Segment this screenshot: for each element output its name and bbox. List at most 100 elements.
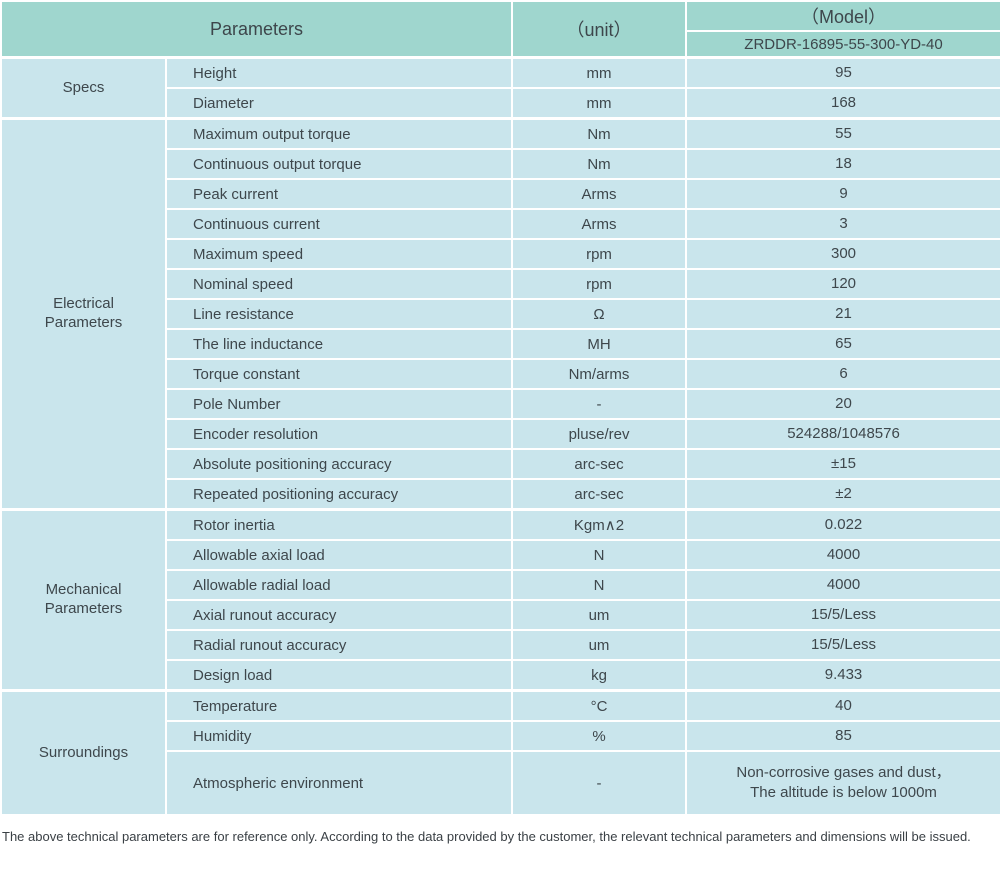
unit-cell: mm [511,87,688,120]
table-row: Repeated positioning accuracy arc-sec ±2 [1,478,1000,511]
param-cell: Pole Number [164,388,514,420]
param-cell: Continuous output torque [164,148,514,180]
param-cell: Allowable axial load [164,539,514,571]
value-cell: ±2 [685,478,1000,511]
unit-cell: - [511,750,688,816]
param-cell: Atmospheric environment [164,750,514,816]
table-row: Torque constant Nm/arms 6 [1,358,1000,390]
header-unit: （unit） [511,0,688,59]
param-cell: Rotor inertia [164,508,514,541]
unit-cell: Nm [511,148,688,180]
param-cell: Design load [164,659,514,692]
unit-cell: N [511,539,688,571]
unit-cell: kg [511,659,688,692]
table-row: Nominal speed rpm 120 [1,268,1000,300]
unit-cell: Arms [511,178,688,210]
value-cell: 524288/1048576 [685,418,1000,450]
value-cell: 65 [685,328,1000,360]
value-cell: 9 [685,178,1000,210]
table-row: Pole Number - 20 [1,388,1000,420]
param-cell: Diameter [164,87,514,120]
unit-cell: arc-sec [511,448,688,480]
value-cell: Non-corrosive gases and dust， The altitu… [685,750,1000,816]
parameters-table: Parameters （unit） （Model） ZRDDR-16895-55… [0,0,1000,816]
table-row: Electrical Parameters Maximum output tor… [0,117,1000,511]
table-row: Line resistance Ω 21 [1,298,1000,330]
unit-cell: Kgm∧2 [511,508,688,541]
section-cell-specs: Specs [0,56,167,120]
table-row: The line inductance MH 65 [1,328,1000,360]
table-row: Axial runout accuracy um 15/5/Less [1,599,1000,631]
value-cell: 4000 [685,539,1000,571]
unit-cell: % [511,720,688,752]
param-cell: Line resistance [164,298,514,330]
table-row: Allowable radial load N 4000 [1,569,1000,601]
table-row: Humidity % 85 [1,720,1000,752]
table-row: Mechanical Parameters Rotor inertia Kgm∧… [0,508,1000,692]
table-row: Allowable axial load N 4000 [1,539,1000,571]
table-row: Maximum speed rpm 300 [1,238,1000,270]
footer-disclaimer: The above technical parameters are for r… [2,829,971,844]
value-cell: 95 [685,56,1000,89]
param-cell: Temperature [164,689,514,722]
table-row: Atmospheric environment - Non-corrosive … [1,750,1000,816]
unit-cell: Ω [511,298,688,330]
value-cell: 4000 [685,569,1000,601]
unit-cell: pluse/rev [511,418,688,450]
param-cell: Continuous current [164,208,514,240]
unit-cell: °C [511,689,688,722]
unit-cell: mm [511,56,688,89]
value-cell: 9.433 [685,659,1000,692]
value-cell: 168 [685,87,1000,120]
value-cell: 18 [685,148,1000,180]
unit-cell: Arms [511,208,688,240]
header-model-value: ZRDDR-16895-55-300-YD-40 [685,30,1000,59]
table-row: Design load kg 9.433 [1,659,1000,692]
section-cell-mechanical: Mechanical Parameters [0,508,167,692]
spec-sheet: Parameters （unit） （Model） ZRDDR-16895-55… [0,0,1000,844]
header-row-1: Parameters （unit） （Model） [0,0,1000,59]
value-cell: 6 [685,358,1000,390]
value-cell: 15/5/Less [685,629,1000,661]
table-row: Surroundings Temperature °C 40 [0,689,1000,816]
unit-cell: Nm/arms [511,358,688,390]
param-cell: Maximum speed [164,238,514,270]
value-cell: 21 [685,298,1000,330]
unit-cell: N [511,569,688,601]
value-cell: 0.022 [685,508,1000,541]
section-cell-electrical: Electrical Parameters [0,117,167,511]
unit-cell: um [511,599,688,631]
table-row: Absolute positioning accuracy arc-sec ±1… [1,448,1000,480]
value-cell: 20 [685,388,1000,420]
table-row: Continuous output torque Nm 18 [1,148,1000,180]
table-row: Peak current Arms 9 [1,178,1000,210]
unit-cell: rpm [511,238,688,270]
unit-cell: arc-sec [511,478,688,511]
param-cell: Absolute positioning accuracy [164,448,514,480]
table-row: Diameter mm 168 [1,87,1000,120]
param-cell: Height [164,56,514,89]
header-parameters: Parameters [0,0,514,59]
value-cell: 300 [685,238,1000,270]
value-cell: ±15 [685,448,1000,480]
param-cell: Allowable radial load [164,569,514,601]
unit-cell: MH [511,328,688,360]
param-cell: Maximum output torque [164,117,514,150]
unit-cell: um [511,629,688,661]
table-row: Encoder resolution pluse/rev 524288/1048… [1,418,1000,450]
param-cell: Peak current [164,178,514,210]
param-cell: Repeated positioning accuracy [164,478,514,511]
value-cell: 15/5/Less [685,599,1000,631]
unit-cell: - [511,388,688,420]
section-cell-surroundings: Surroundings [0,689,167,816]
header-model: （Model） [685,0,1000,32]
value-cell: 40 [685,689,1000,722]
param-cell: Encoder resolution [164,418,514,450]
param-cell: Axial runout accuracy [164,599,514,631]
param-cell: Humidity [164,720,514,752]
value-cell: 120 [685,268,1000,300]
unit-cell: Nm [511,117,688,150]
header-row-2: ZRDDR-16895-55-300-YD-40 [1,30,1000,59]
table-row: Specs Height mm 95 [0,56,1000,120]
value-cell: 3 [685,208,1000,240]
